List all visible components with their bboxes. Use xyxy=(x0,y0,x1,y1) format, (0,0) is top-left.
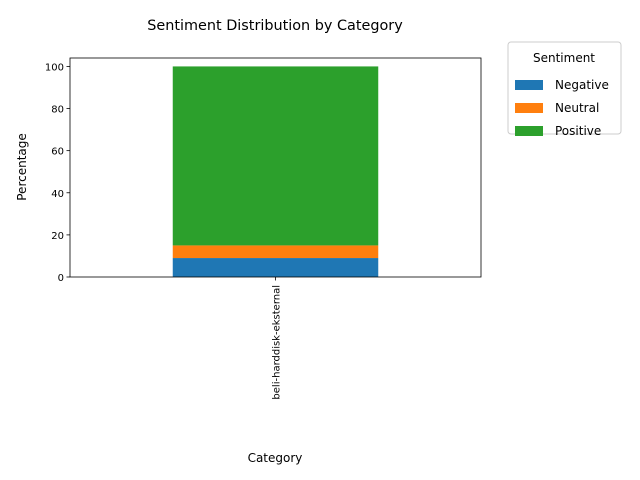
legend-title: Sentiment xyxy=(533,51,595,65)
y-tick-label: 40 xyxy=(51,189,64,200)
y-tick-label: 100 xyxy=(45,62,64,73)
legend: Sentiment Negative Neutral Positive xyxy=(507,41,622,138)
y-axis: 0 20 40 60 80 100 xyxy=(45,62,70,284)
legend-label-negative: Negative xyxy=(555,78,609,92)
chart-title: Sentiment Distribution by Category xyxy=(147,18,403,34)
legend-swatch-negative xyxy=(515,80,543,90)
y-tick-label: 80 xyxy=(51,105,64,116)
legend-label-neutral: Neutral xyxy=(555,101,599,115)
x-tick-label: beli-harddisk-eksternal xyxy=(272,285,283,400)
legend-swatch-neutral xyxy=(515,103,543,113)
legend-items: Negative Neutral Positive xyxy=(515,78,609,138)
y-tick-label: 0 xyxy=(58,273,64,284)
y-tick-label: 20 xyxy=(51,231,64,242)
legend-label-positive: Positive xyxy=(555,124,601,138)
y-axis-label: Percentage xyxy=(15,133,29,201)
bar-negative xyxy=(172,258,379,277)
legend-swatch-positive xyxy=(515,126,543,136)
plot-area xyxy=(69,57,482,278)
y-tick-label: 60 xyxy=(51,147,64,158)
x-axis-label: Category xyxy=(248,451,303,465)
x-axis: beli-harddisk-eksternal xyxy=(272,277,283,400)
bars-group xyxy=(172,66,379,277)
bar-positive xyxy=(172,66,379,246)
bar-neutral xyxy=(172,245,379,259)
